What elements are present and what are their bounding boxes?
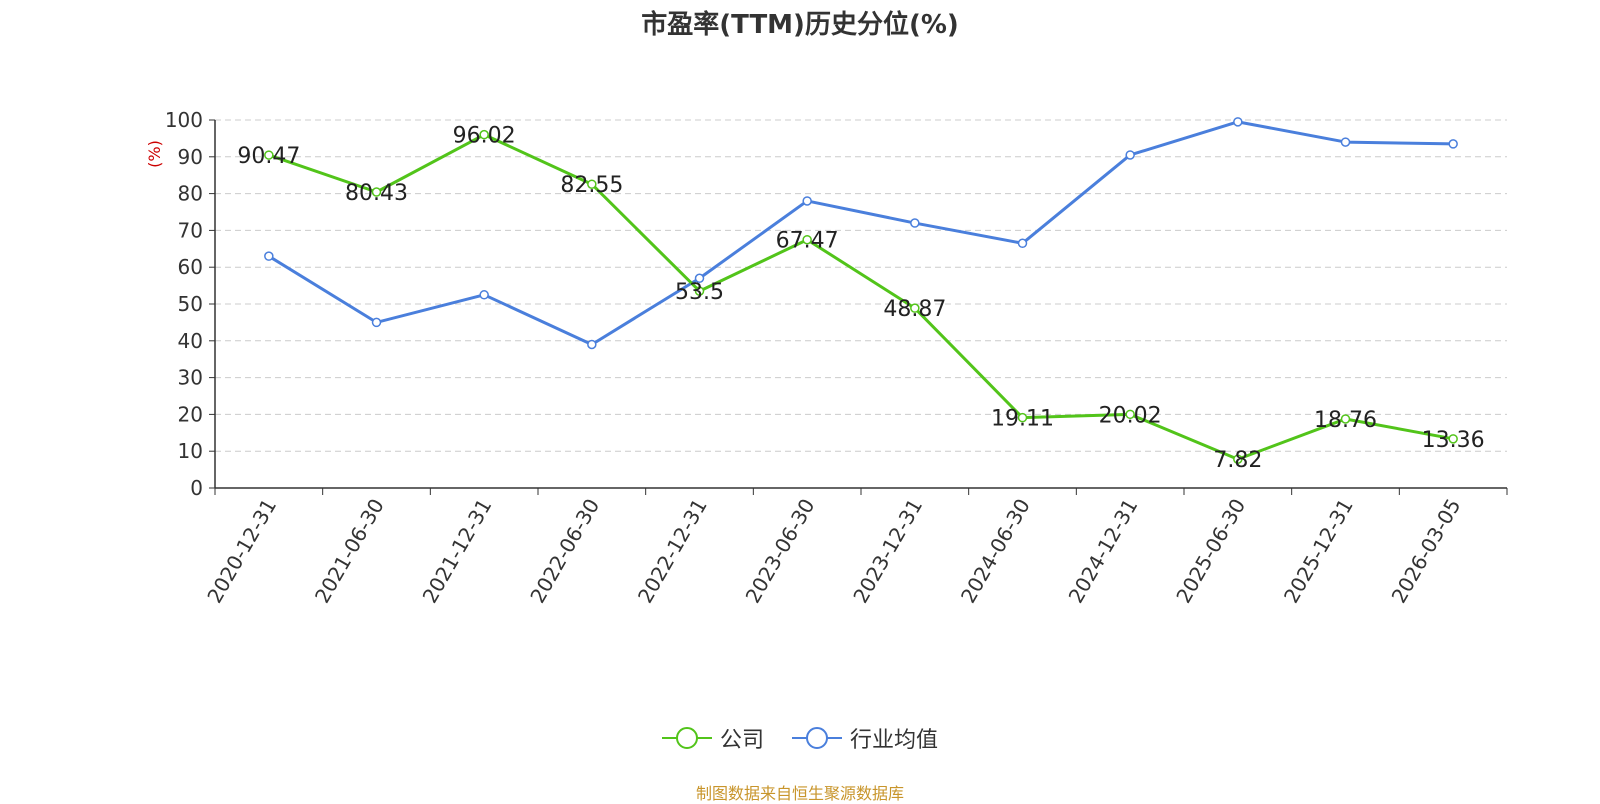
data-label: 53.5	[675, 280, 724, 305]
y-tick-label: 80	[178, 182, 203, 206]
chart-title: 市盈率(TTM)历史分位(%)	[641, 10, 959, 40]
y-tick-label: 70	[178, 218, 203, 242]
x-tick-label: 2024-12-31	[1064, 495, 1143, 608]
y-axis-label: (%)	[145, 140, 164, 168]
series-line-company	[268, 133, 1454, 461]
legend-label-industry: 行业均值	[850, 728, 939, 753]
data-point-industry[interactable]	[371, 317, 382, 328]
data-point-company[interactable]	[264, 150, 274, 160]
legend-marker-company	[661, 727, 712, 749]
y-tick-label: 10	[178, 439, 203, 463]
x-tick-label: 2025-06-30	[1171, 495, 1250, 608]
y-tick-label: 0	[190, 476, 203, 500]
data-label: 7.82	[1213, 448, 1262, 473]
data-label: 20.02	[1099, 403, 1162, 428]
data-point-industry[interactable]	[1340, 137, 1351, 147]
data-point-industry[interactable]	[802, 196, 812, 206]
y-tick-label: 50	[178, 292, 203, 316]
data-point-company[interactable]	[910, 303, 920, 313]
data-label: 80.43	[345, 181, 408, 206]
data-point-company[interactable]	[802, 234, 812, 245]
y-tick-label: 20	[178, 402, 203, 426]
x-tick-label: 2024-06-30	[956, 495, 1035, 608]
data-point-company[interactable]	[1125, 409, 1135, 420]
x-tick-label: 2021-12-31	[418, 495, 497, 608]
data-label: 67.47	[776, 229, 839, 254]
legend: 公司 行业均值	[0, 722, 1600, 754]
x-tick-label: 2023-12-31	[848, 495, 927, 608]
data-point-company[interactable]	[694, 286, 705, 296]
y-tick-label: 30	[178, 366, 203, 390]
x-tick-label: 2023-06-30	[741, 495, 820, 608]
legend-label-company: 公司	[719, 728, 764, 753]
data-point-industry[interactable]	[1017, 238, 1028, 249]
x-tick-label: 2021-06-30	[310, 495, 389, 608]
data-point-company[interactable]	[1017, 412, 1028, 423]
y-tick-label: 90	[178, 145, 203, 169]
data-point-industry[interactable]	[1233, 117, 1243, 127]
data-point-industry[interactable]	[694, 273, 705, 283]
data-point-company[interactable]	[1448, 434, 1458, 444]
data-point-industry[interactable]	[264, 251, 274, 261]
x-tick-label: 2026-03-05	[1387, 495, 1466, 608]
data-point-company[interactable]	[479, 129, 489, 140]
legend-item-company[interactable]: 公司	[661, 722, 764, 754]
x-tick-label: 2025-12-31	[1279, 495, 1358, 608]
data-point-company[interactable]	[371, 187, 382, 197]
data-label: 19.11	[991, 407, 1054, 432]
y-tick-label: 100	[165, 108, 203, 132]
data-point-company[interactable]	[1340, 414, 1351, 424]
y-tick-label: 40	[178, 329, 203, 353]
data-label: 90.47	[237, 144, 300, 169]
data-label: 18.76	[1314, 408, 1377, 433]
data-point-industry[interactable]	[910, 218, 920, 228]
data-point-industry[interactable]	[479, 290, 489, 300]
y-tick-label: 60	[178, 255, 203, 279]
data-label: 13.36	[1422, 428, 1485, 453]
data-label: 96.02	[453, 124, 516, 149]
x-tick-label: 2022-06-30	[525, 495, 604, 608]
data-point-company[interactable]	[587, 179, 597, 189]
data-point-industry[interactable]	[1448, 139, 1458, 149]
legend-marker-industry	[792, 727, 842, 749]
source-note: 制图数据来自恒生聚源数据库	[695, 784, 904, 803]
data-label: 48.87	[883, 297, 946, 322]
data-point-company[interactable]	[1233, 454, 1243, 464]
x-tick-label: 2020-12-31	[202, 495, 281, 608]
series-line-industry	[268, 120, 1454, 346]
legend-item-industry[interactable]: 行业均值	[792, 722, 938, 754]
data-label: 82.55	[560, 173, 623, 198]
data-point-industry[interactable]	[1125, 150, 1135, 160]
x-tick-label: 2022-12-31	[633, 495, 712, 608]
data-point-industry[interactable]	[587, 339, 597, 350]
